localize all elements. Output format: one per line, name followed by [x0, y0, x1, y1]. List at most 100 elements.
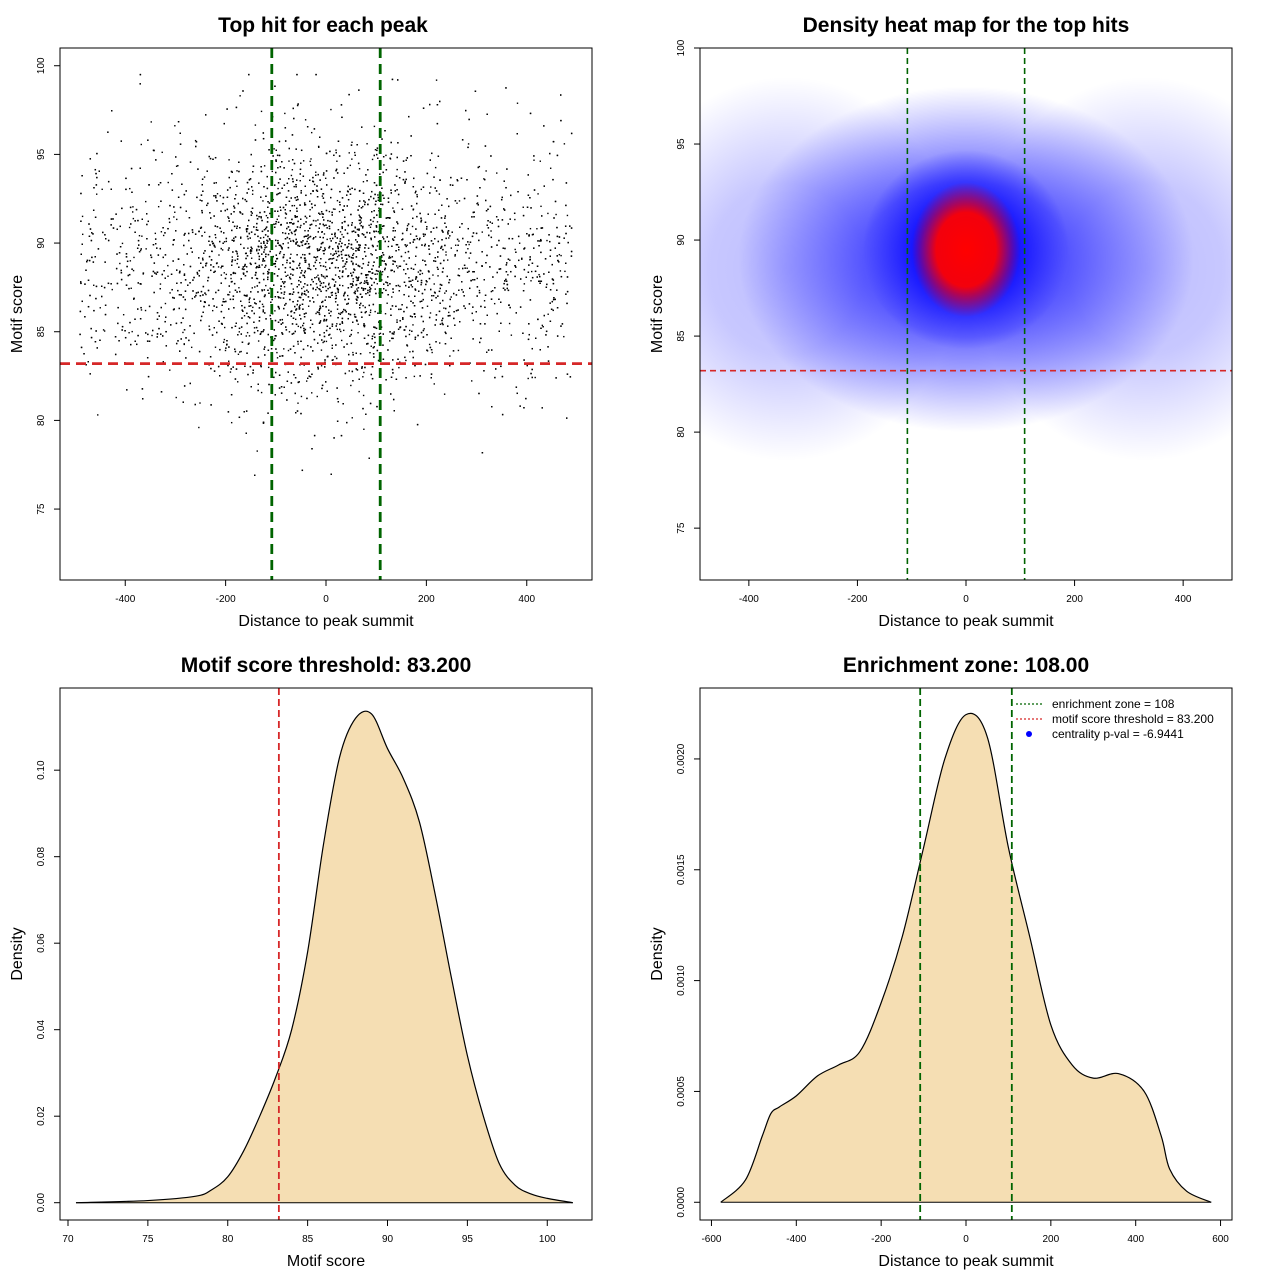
scatter-point — [342, 249, 344, 251]
scatter-point — [563, 237, 565, 239]
scatter-point — [159, 182, 162, 184]
scatter-point — [242, 310, 244, 312]
scatter-point — [374, 310, 376, 313]
scatter-point — [263, 165, 266, 167]
scatter-point — [465, 251, 467, 254]
scatter-point — [545, 334, 547, 336]
scatter-point — [337, 288, 340, 291]
scatter-point — [261, 219, 263, 222]
scatter-point — [253, 321, 255, 323]
scatter-point — [214, 270, 216, 273]
scatter-point — [385, 217, 387, 219]
scatter-point — [318, 322, 321, 324]
scatter-point — [289, 262, 291, 264]
scatter-point — [367, 247, 370, 249]
scatter-point — [509, 218, 511, 220]
scatter-point — [391, 368, 394, 371]
scatter-point — [428, 248, 430, 250]
scatter-point — [430, 377, 432, 379]
scatter-point — [497, 219, 499, 221]
scatter-point — [95, 193, 98, 195]
scatter-point — [483, 370, 485, 372]
scatter-point — [369, 290, 371, 293]
scatter-point — [391, 269, 393, 271]
scatter-point — [422, 186, 425, 188]
scatter-point — [127, 274, 129, 277]
scatter-point — [356, 288, 358, 290]
scatter-point — [223, 241, 226, 243]
scatter-point — [461, 139, 464, 141]
scatter-point — [195, 141, 198, 143]
scatter-point — [566, 276, 569, 278]
scatter-point — [302, 299, 304, 301]
scatter-point — [528, 264, 530, 266]
scatter-point — [262, 260, 264, 262]
scatter-point — [453, 311, 455, 313]
scatter-point — [173, 216, 175, 218]
scatter-point — [351, 230, 353, 233]
scatter-point — [496, 312, 498, 315]
scatter-point — [392, 372, 394, 374]
scatter-point — [274, 337, 276, 340]
scatter-point — [249, 237, 251, 239]
scatter-point — [373, 346, 375, 348]
scatter-point — [247, 315, 250, 318]
scatter-point — [344, 216, 346, 218]
scatter-point — [352, 254, 354, 256]
scatter-point — [244, 198, 246, 201]
scatter-point — [364, 280, 366, 282]
scatter-point — [301, 294, 303, 296]
scatter-point — [396, 156, 398, 159]
scatter-point — [346, 303, 348, 305]
scatter-point — [320, 349, 323, 351]
scatter-point — [436, 122, 439, 125]
scatter-point — [183, 273, 186, 275]
scatter-point — [352, 321, 354, 323]
scatter-point — [247, 247, 249, 249]
scatter-point — [276, 351, 278, 354]
scatter-point — [302, 324, 304, 327]
scatter-point — [357, 235, 360, 237]
scatter-point — [386, 282, 389, 284]
scatter-point — [268, 238, 271, 240]
scatter-point — [318, 311, 320, 314]
scatter-point — [393, 270, 395, 273]
scatter-point — [117, 322, 119, 325]
scatter-point — [369, 219, 372, 221]
scatter-point — [164, 277, 166, 279]
scatter-point — [377, 196, 380, 199]
scatter-point — [342, 295, 345, 297]
scatter-point — [554, 298, 556, 301]
scatter-point — [236, 170, 238, 172]
scatter-point — [328, 245, 331, 248]
scatter-point — [523, 268, 526, 271]
scatter-point — [326, 227, 328, 229]
scatter-point — [278, 296, 280, 299]
scatter-point — [334, 208, 336, 210]
scatter-point — [343, 329, 345, 332]
scatter-point — [429, 159, 432, 161]
scatter-point — [323, 201, 326, 204]
scatter-point — [548, 234, 550, 236]
scatter-point — [324, 366, 326, 368]
scatter-point — [195, 294, 197, 297]
scatter-point — [490, 290, 493, 293]
scatter-point — [442, 231, 444, 233]
scatter-point — [371, 377, 374, 380]
scatter-point — [367, 334, 370, 337]
scatter-point — [456, 179, 459, 182]
scatter-point — [291, 159, 294, 161]
scatter-point — [382, 344, 384, 346]
scatter-point — [340, 253, 343, 256]
scatter-point — [148, 340, 151, 342]
scatter-point — [134, 231, 136, 233]
scatter-point — [321, 195, 324, 197]
scatter-point — [281, 333, 284, 335]
scatter-point — [89, 158, 92, 160]
scatter-point — [254, 286, 256, 288]
scatter-point — [88, 223, 90, 225]
scatter-point — [404, 273, 407, 275]
scatter-point — [508, 237, 510, 240]
scatter-point — [183, 244, 185, 247]
scatter-point — [291, 218, 293, 221]
